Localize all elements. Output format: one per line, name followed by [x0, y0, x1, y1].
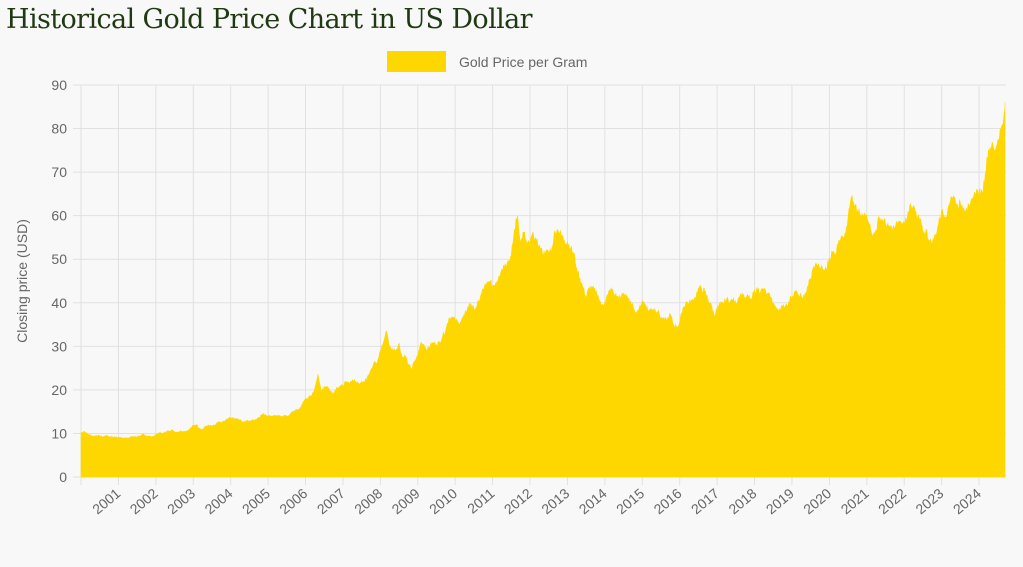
x-tick-label: 2002 — [127, 485, 161, 517]
y-tick-label: 0 — [59, 469, 67, 485]
y-tick-label: 30 — [51, 338, 67, 354]
page-title: Historical Gold Price Chart in US Dollar — [6, 4, 533, 35]
legend-label-gold: Gold Price per Gram — [459, 53, 588, 70]
x-tick-label: 2021 — [838, 485, 872, 517]
x-tick-label: 2001 — [89, 485, 123, 517]
y-tick-label: 80 — [51, 121, 67, 137]
x-tick-label: 2004 — [201, 485, 235, 517]
y-tick-label: 40 — [51, 295, 67, 311]
legend-swatch-gold — [387, 51, 446, 72]
x-tick-label: 2015 — [613, 485, 647, 517]
y-axis-title: Closing price (USD) — [14, 219, 30, 343]
area-series-gold-price — [80, 102, 1006, 478]
x-tick-label: 2006 — [276, 485, 310, 517]
y-tick-label: 90 — [51, 77, 67, 93]
x-tick-label: 2024 — [950, 485, 984, 517]
x-tick-label: 2014 — [576, 485, 610, 517]
x-tick-label: 2003 — [164, 485, 198, 517]
x-tick-label: 2011 — [464, 485, 498, 517]
y-axis-ticks: 0 10 20 30 40 50 60 70 80 90 — [51, 77, 67, 485]
y-tick-label: 70 — [51, 164, 67, 180]
x-tick-label: 2013 — [538, 485, 572, 517]
x-tick-label: 2005 — [239, 485, 273, 517]
x-axis-ticks: 2001 2002 2003 2004 2005 2006 2007 2008 2009 2010… — [89, 485, 984, 517]
y-tick-label: 10 — [51, 425, 67, 441]
x-tick-label: 2008 — [351, 485, 385, 517]
y-tick-label: 20 — [51, 382, 67, 398]
x-tick-label: 2012 — [501, 485, 535, 517]
y-tick-label: 60 — [51, 208, 67, 224]
chart-legend[interactable]: Gold Price per Gram — [387, 51, 587, 72]
x-tick-label: 2010 — [426, 485, 460, 517]
x-tick-label: 2007 — [314, 485, 348, 517]
x-tick-label: 2020 — [800, 485, 834, 517]
series-layer — [80, 102, 1006, 478]
x-tick-label: 2023 — [912, 485, 946, 517]
y-tick-label: 50 — [51, 251, 67, 267]
x-tick-label: 2017 — [688, 485, 722, 517]
x-tick-label: 2009 — [389, 485, 423, 517]
x-tick-label: 2019 — [763, 485, 797, 517]
x-tick-label: 2022 — [875, 485, 909, 517]
x-tick-label: 2016 — [650, 485, 684, 517]
x-tick-label: 2018 — [725, 485, 759, 517]
